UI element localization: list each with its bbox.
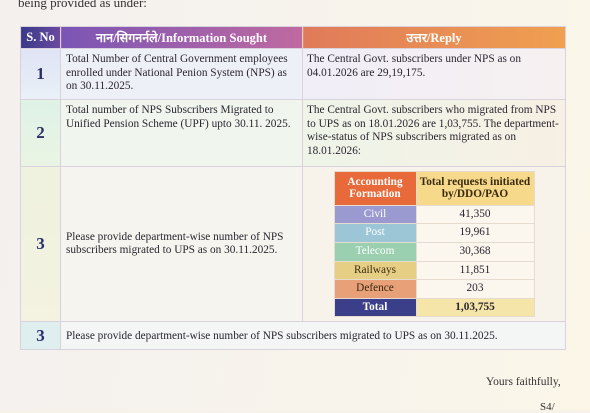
intro-text: being provided as under: — [18, 0, 147, 10]
dept-row: Telecom 30,368 — [333, 241, 535, 262]
dept-name: Post — [333, 223, 417, 243]
table-header: S. No नान/सिगनर्नले/Information Sought उ… — [20, 26, 566, 49]
header-reply: उत्तर/Reply — [302, 26, 566, 49]
information-table: S. No नान/सिगनर्नले/Information Sought उ… — [20, 26, 566, 350]
table-row: 3 Please provide department-wise number … — [20, 321, 566, 350]
dept-value: 11,851 — [415, 260, 535, 281]
row-number: 2 — [20, 99, 61, 167]
info-cell: Total number of NPS Subscribers Migrated… — [60, 99, 303, 167]
department-table: Accounting Formation Total requests init… — [333, 170, 535, 318]
row-number: 3 — [20, 166, 61, 322]
dept-header-formation: Accounting Formation — [333, 170, 417, 206]
info-cell: Please provide department-wise number of… — [60, 166, 303, 322]
reply-cell: Accounting Formation Total requests init… — [302, 166, 566, 322]
reply-cell: The Central Govt. subscribers who migrat… — [302, 99, 566, 167]
dept-total-label: Total — [333, 297, 417, 318]
header-sno: S. No — [20, 26, 61, 49]
table-row: 2 Total number of NPS Subscribers Migrat… — [20, 99, 566, 167]
info-cell: Total Number of Central Government emplo… — [60, 48, 303, 100]
dept-name: Railways — [333, 260, 417, 281]
dept-row: Railways 11,851 — [333, 260, 535, 281]
row-number: 1 — [20, 48, 61, 100]
dept-row: Defence 203 — [333, 279, 535, 299]
table-row: 3 Please provide department-wise number … — [20, 166, 566, 322]
dept-header-requests: Total requests initiated by/DDO/PAO — [415, 170, 535, 206]
dept-value: 19,961 — [415, 223, 535, 243]
dept-total-value: 1,03,755 — [415, 297, 535, 318]
dept-name: Civil — [333, 204, 417, 225]
dept-value: 30,368 — [415, 241, 535, 262]
reply-cell: The Central Govt. subscribers under NPS … — [302, 48, 566, 100]
page-marker: S4/ — [540, 401, 555, 413]
header-information-sought: नान/सिगनर्नले/Information Sought — [60, 26, 303, 49]
table-row: 1 Total Number of Central Government emp… — [20, 48, 566, 100]
dept-value: 203 — [415, 279, 535, 299]
row-number: 3 — [20, 321, 61, 350]
dept-name: Telecom — [333, 241, 417, 262]
info-cell: Please provide department-wise number of… — [60, 321, 566, 350]
dept-name: Defence — [333, 279, 417, 299]
dept-row: Civil 41,350 — [333, 204, 535, 225]
dept-value: 41,350 — [415, 204, 535, 225]
dept-total-row: Total 1,03,755 — [333, 297, 535, 318]
dept-row: Post 19,961 — [333, 223, 535, 243]
closing-text: Yours faithfully, — [486, 376, 561, 388]
